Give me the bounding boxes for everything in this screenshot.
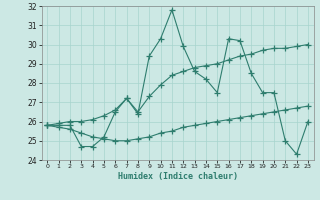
X-axis label: Humidex (Indice chaleur): Humidex (Indice chaleur) <box>118 172 237 181</box>
